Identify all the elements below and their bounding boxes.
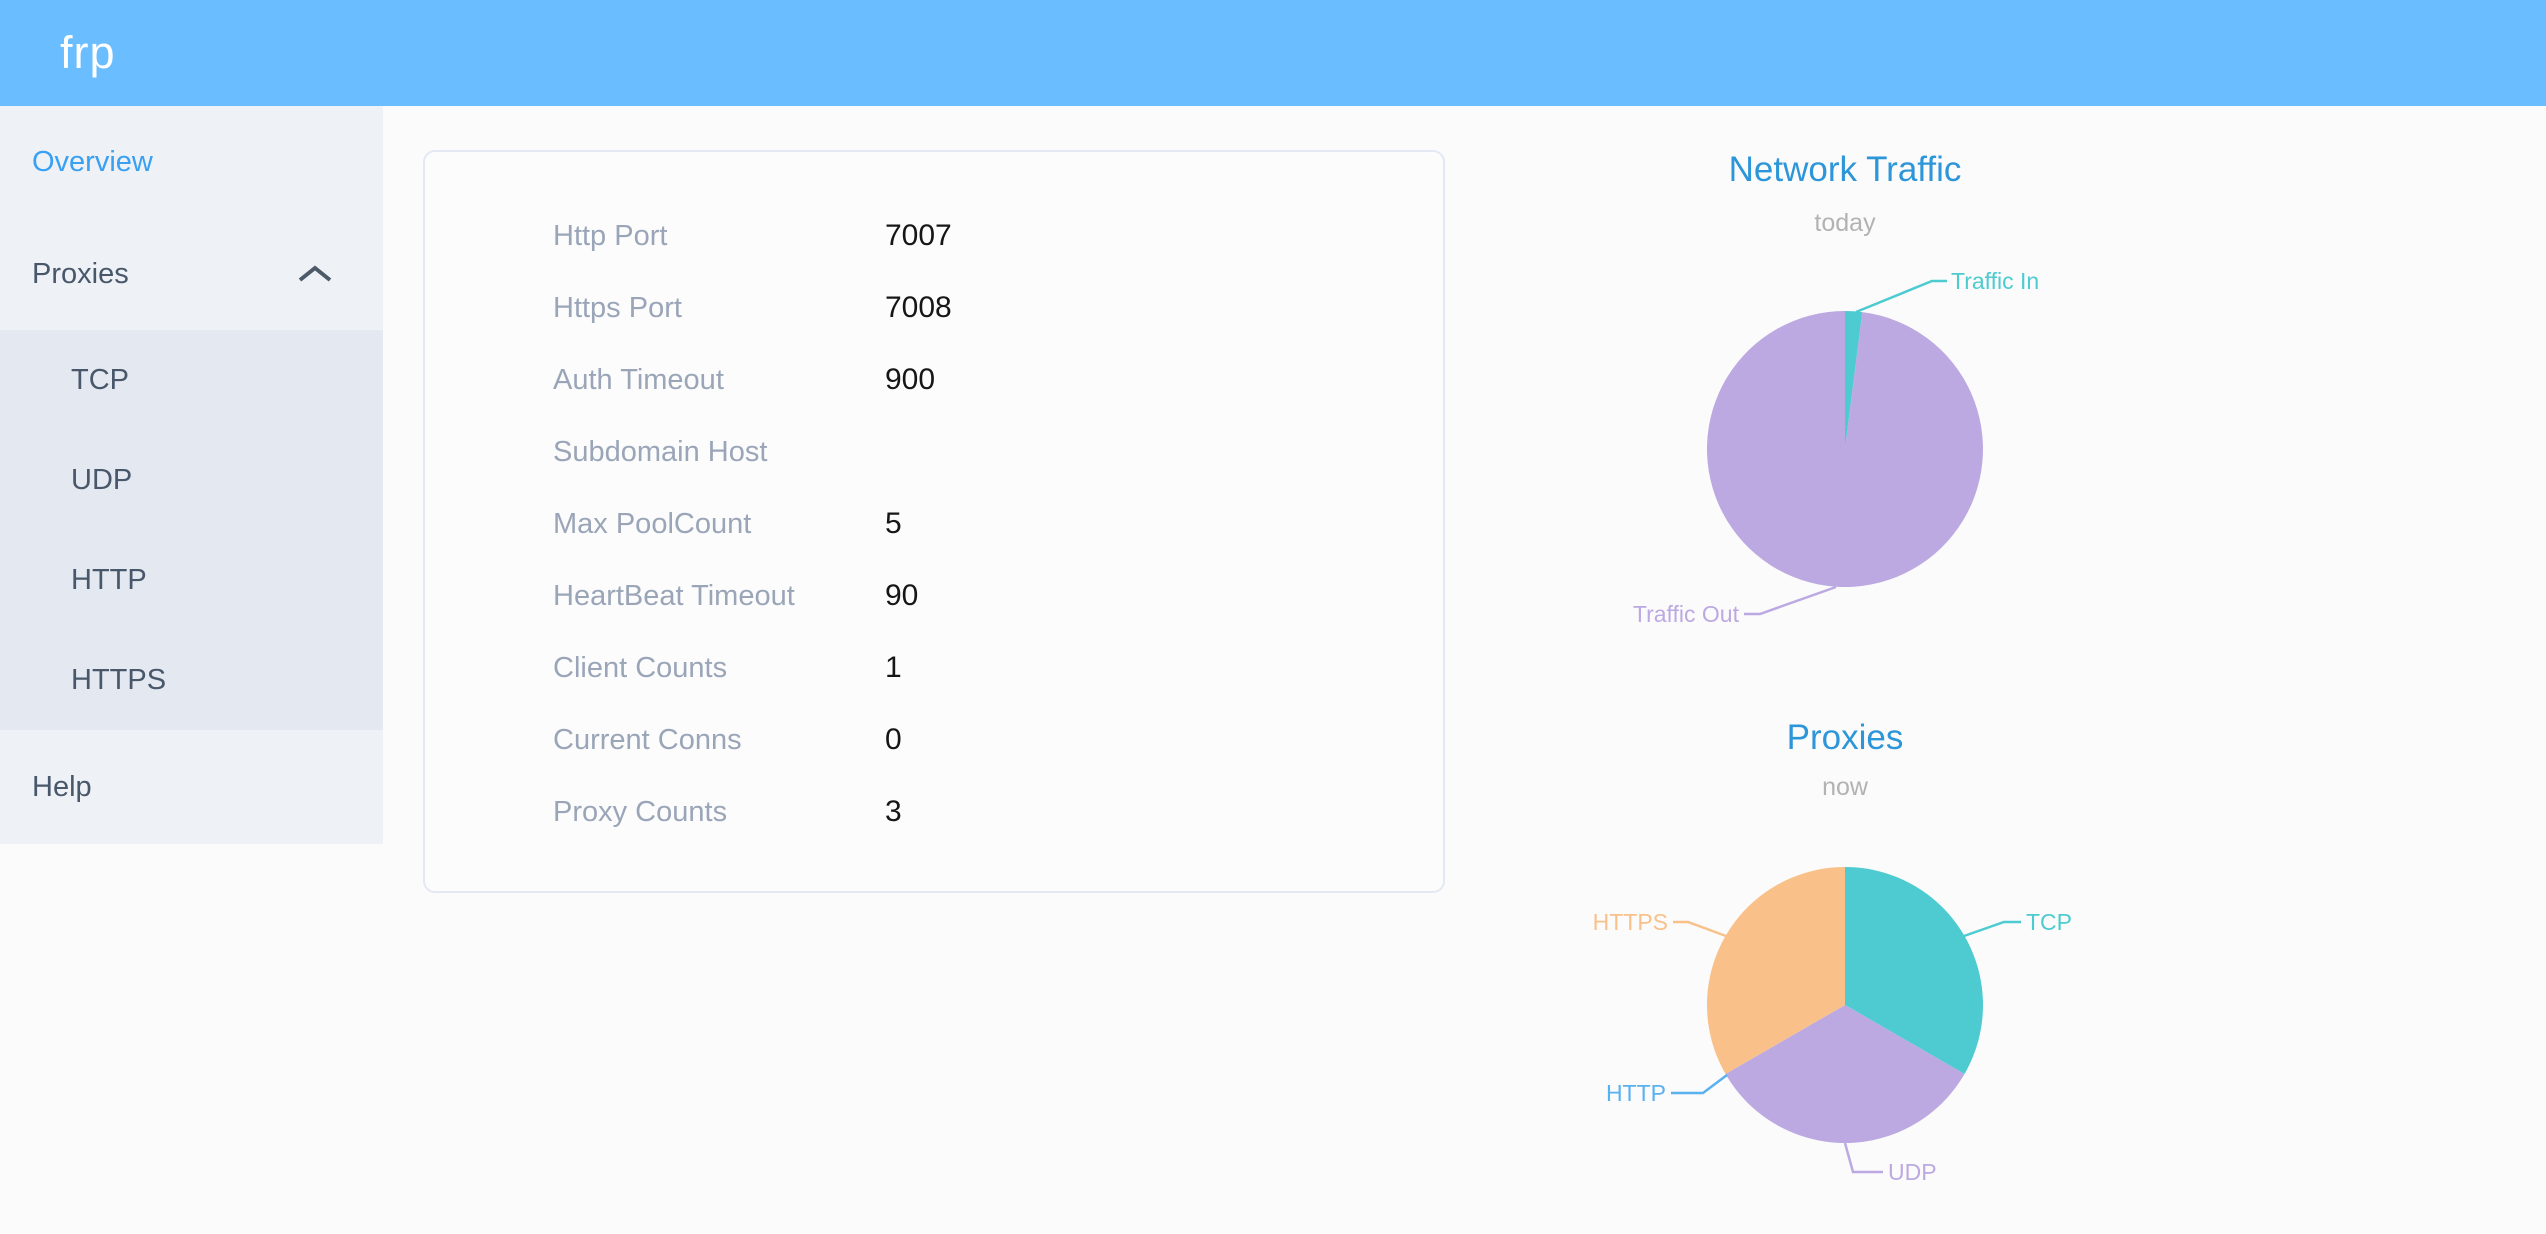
pie-label-line-traffic-in [1855,279,1947,314]
sidebar-item-udp-label: UDP [71,463,133,496]
pie-label-line-tcp [1963,920,2021,938]
pie-label-tcp: TCP [2026,909,2072,935]
network-traffic-chart-subtitle: today [1814,209,1876,237]
header-bar: frp [0,0,2546,106]
config-row-max-poolcount: Max PoolCount 5 [425,488,1443,560]
sidebar-item-help[interactable]: Help [0,730,383,844]
sidebar-item-http[interactable]: HTTP [0,530,383,630]
network-traffic-chart-title: Network Traffic [1728,150,1962,189]
sidebar-item-help-label: Help [32,770,92,803]
proxies-chart-title: Proxies [1786,718,1904,757]
sidebar-item-tcp[interactable]: TCP [0,330,383,430]
config-row-proxy-counts: Proxy Counts 3 [425,776,1443,848]
pie-slice-tcp[interactable] [1845,867,1983,1074]
sidebar-item-overview-label: Overview [32,145,153,178]
config-row-client-counts: Client Counts 1 [425,632,1443,704]
sidebar-item-proxies[interactable]: Proxies [0,218,383,330]
pie-slice-udp[interactable] [1725,1005,1965,1143]
config-row-current-conns: Current Conns 0 [425,704,1443,776]
config-label: Https Port [553,291,682,324]
sidebar-item-https[interactable]: HTTPS [0,630,383,730]
sidebar: Overview Proxies TCP UDP HTTP HTTPS Help [0,106,383,844]
config-label: Max PoolCount [553,507,752,540]
config-row-heartbeat-timeout: HeartBeat Timeout 90 [425,560,1443,632]
config-value: 0 [885,723,902,756]
pie-slice-https[interactable] [1707,867,1845,1074]
config-row-subdomain-host: Subdomain Host [425,416,1443,488]
config-row-http-port: Http Port 7007 [425,200,1443,272]
pie-label-http: HTTP [1606,1080,1666,1106]
config-value: 900 [885,363,936,396]
app-logo: frp [60,27,116,78]
pie-label-line-traffic-out [1744,585,1837,616]
proxies-chart-subtitle: now [1822,773,1868,801]
sidebar-item-udp[interactable]: UDP [0,430,383,530]
config-label: Client Counts [553,651,728,684]
config-label: Proxy Counts [553,795,728,828]
sidebar-item-overview[interactable]: Overview [0,106,383,218]
config-label: Auth Timeout [553,363,724,396]
pie-slice-traffic-in[interactable] [1845,311,1863,449]
config-value: 7007 [885,219,952,252]
config-row-https-port: Https Port 7008 [425,272,1443,344]
config-value: 1 [885,651,902,684]
config-label: Http Port [553,219,668,252]
pie-label-traffic-out: Traffic Out [1633,601,1740,627]
pie-label-udp: UDP [1888,1159,1937,1185]
server-config-card: Http Port 7007 Https Port 7008 Auth Time… [423,150,1445,893]
config-label: Subdomain Host [553,435,768,468]
sidebar-item-https-label: HTTPS [71,663,167,696]
pie-label-https: HTTPS [1593,909,1668,935]
config-value: 5 [885,507,902,540]
pie-label-line-http [1671,1074,1728,1095]
config-label: HeartBeat Timeout [553,579,795,612]
config-value: 7008 [885,291,952,324]
pie-label-traffic-in: Traffic In [1951,268,2039,294]
config-label: Current Conns [553,723,742,756]
sidebar-item-tcp-label: TCP [71,363,129,396]
pie-label-line-https [1673,920,1727,938]
sidebar-item-proxies-label: Proxies [32,257,129,290]
config-value: 3 [885,795,902,828]
chevron-up-icon [297,264,333,284]
pie-label-line-udp [1843,1142,1883,1174]
proxies-submenu: TCP UDP HTTP HTTPS [0,330,383,730]
sidebar-item-http-label: HTTP [71,563,147,596]
config-value: 90 [885,579,919,612]
config-row-auth-timeout: Auth Timeout 900 [425,344,1443,416]
pie-slice-traffic-out[interactable] [1706,310,1983,587]
